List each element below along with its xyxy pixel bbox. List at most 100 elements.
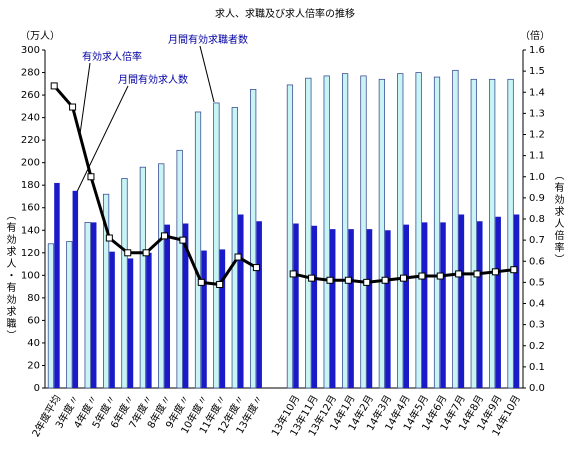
pointer (79, 62, 91, 135)
bar (201, 250, 207, 388)
bar (305, 77, 312, 389)
y-tick-label: 160 (21, 203, 40, 214)
pointer (199, 45, 215, 103)
pointer (73, 85, 129, 199)
y2-tick-label: 1.2 (529, 130, 545, 141)
ratio-line (53, 84, 258, 287)
y2-unit: （倍） (520, 29, 550, 42)
bar (109, 251, 115, 388)
bar (250, 89, 257, 389)
annotation: 有効求人倍率 (82, 50, 142, 63)
bar (54, 182, 60, 388)
ratio-marker (436, 272, 444, 280)
bar (433, 76, 441, 389)
ratio-marker (216, 280, 224, 288)
ratio-marker (344, 276, 352, 284)
bar (47, 243, 55, 389)
ratio-marker (473, 270, 481, 278)
bar (164, 224, 170, 388)
bar (256, 221, 262, 388)
bar (238, 214, 244, 388)
ratio-marker (197, 278, 205, 286)
ratio-marker (69, 103, 77, 111)
bar (385, 230, 391, 388)
bar (66, 241, 73, 389)
y2-tick-label: 1.0 (529, 172, 545, 183)
y-tick-label: 100 (21, 270, 40, 281)
bar (477, 221, 483, 388)
ratio-marker (381, 276, 389, 284)
y-tick-label: 0 (34, 383, 40, 394)
y2-tick-label: 0.3 (529, 320, 545, 331)
bar (139, 166, 146, 389)
ratio-marker (363, 278, 371, 286)
bar (293, 223, 299, 388)
bar (489, 78, 496, 389)
ratio-marker (124, 249, 132, 257)
bar (452, 69, 459, 389)
bar (415, 72, 422, 389)
y2-tick-label: 1.4 (529, 87, 545, 98)
ratio-marker (161, 232, 168, 240)
bar (194, 111, 202, 389)
y2-tick-label: 1.3 (529, 108, 545, 119)
annotation: 月間有効求職者数 (168, 33, 248, 46)
y-tick-label: 60 (27, 315, 40, 326)
bar (127, 258, 134, 388)
bar (440, 222, 446, 388)
bar (366, 229, 373, 388)
ratio-marker (455, 270, 463, 278)
y2-tick-label: 0.9 (529, 193, 545, 204)
bar (158, 163, 165, 389)
bar (182, 223, 189, 388)
bar (421, 222, 428, 388)
y-tick-label: 20 (27, 360, 40, 371)
bar (360, 75, 367, 389)
bar (146, 252, 152, 388)
y2-tick-label: 1.5 (529, 66, 545, 77)
bar (397, 73, 404, 389)
bar (311, 225, 318, 388)
chart-title: 求人、求職及び求人倍率の推移 (215, 7, 355, 20)
bar (231, 107, 238, 389)
bar (507, 78, 514, 389)
bar (102, 193, 110, 389)
y-tick-label: 240 (21, 113, 40, 124)
annotation: 月間有効求人数 (118, 73, 188, 86)
y-tick-label: 120 (21, 248, 40, 259)
y-tick-label: 200 (21, 158, 40, 169)
bar (213, 102, 220, 389)
y-tick-label: 40 (27, 338, 40, 349)
bar (176, 149, 183, 389)
bar (72, 190, 79, 388)
ratio-marker (289, 270, 297, 278)
bar (84, 222, 91, 389)
y-tick-label: 180 (21, 180, 40, 191)
ratio-marker (252, 264, 260, 272)
y2-tick-label: 0.8 (529, 214, 545, 225)
y2-tick-label: 0.6 (529, 256, 545, 267)
y-label: （有効求人・有効求職） (4, 210, 16, 342)
ratio-marker (308, 274, 316, 282)
y2-tick-label: 0.1 (529, 362, 545, 373)
y-tick-label: 260 (21, 90, 40, 101)
ratio-marker (50, 82, 58, 90)
y2-label: （有効求人倍率） (552, 170, 564, 266)
ratio-marker (400, 274, 407, 282)
bar (341, 73, 349, 389)
y2-tick-label: 0.0 (529, 383, 545, 394)
ratio-marker (510, 266, 518, 274)
ratio-marker (179, 236, 187, 244)
y-tick-label: 280 (21, 68, 40, 79)
bar (121, 178, 128, 389)
ratio-marker (234, 253, 242, 261)
bar (470, 78, 477, 389)
bar (348, 229, 354, 388)
y-tick-label: 140 (21, 225, 40, 236)
y2-tick-label: 0.4 (529, 299, 545, 310)
bar (90, 222, 97, 388)
bar (323, 75, 330, 389)
ratio-marker (142, 249, 150, 257)
bar (378, 78, 385, 389)
